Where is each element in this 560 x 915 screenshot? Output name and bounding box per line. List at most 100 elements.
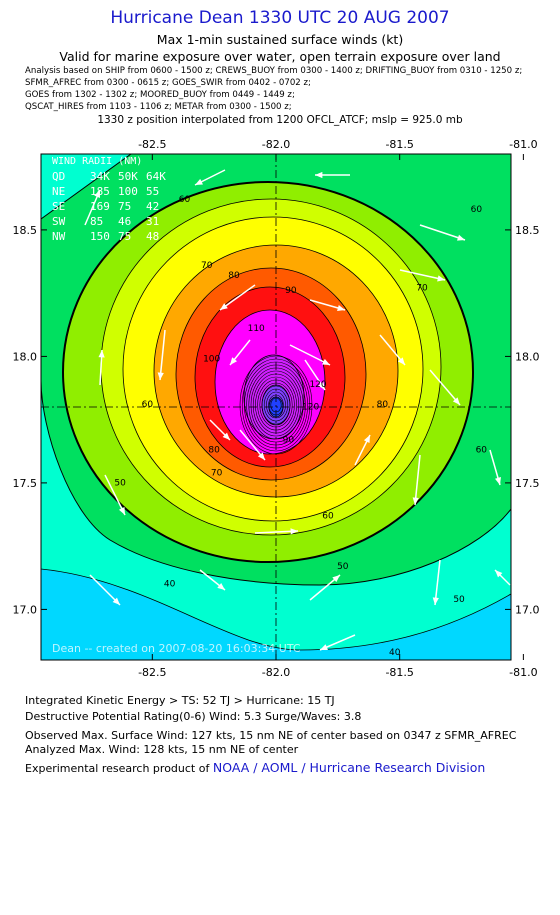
wind-vector-head — [432, 597, 439, 605]
wind-vector-head — [437, 275, 445, 282]
wind-radii-title: WIND RADII (NM) — [52, 156, 142, 167]
wind-vector-head — [98, 350, 105, 358]
data-source-line: Analysis based on SHIP from 0600 - 1500 … — [25, 66, 523, 76]
product-credit: Experimental research product of NOAA / … — [25, 760, 485, 775]
wind-radii-cell: 55 — [146, 185, 159, 198]
wind-vector-head — [494, 477, 501, 485]
x-tick-label-top: -81.0 — [509, 138, 537, 151]
wind-vector-head — [94, 190, 100, 198]
contour-label: 60 — [476, 446, 488, 456]
y-tick-label-right: 18.5 — [515, 224, 540, 237]
contour-label: 70 — [416, 284, 428, 294]
hrd-link[interactable]: NOAA / AOML / Hurricane Research Divisio… — [212, 760, 486, 775]
wind-radii-cell: 46 — [118, 215, 131, 228]
wind-radii-cell: 150 — [90, 230, 110, 243]
wind-vector — [399, 269, 446, 281]
x-tick-label-bottom: -81.5 — [385, 666, 413, 679]
contour-label: 40 — [389, 648, 401, 658]
contour-label: 90 — [283, 435, 295, 445]
wind-vector-head — [320, 644, 328, 650]
contour-label: 80 — [377, 400, 389, 410]
contour-label: 80 — [228, 271, 240, 281]
wind-vector-head — [315, 171, 323, 179]
contour-line — [214, 309, 326, 455]
wind-vector-head — [222, 432, 230, 440]
contour-line — [194, 286, 346, 468]
position-note: 1330 z position interpolated from 1200 O… — [97, 114, 463, 126]
y-tick-label-right: 17.5 — [515, 477, 540, 490]
y-tick-label-left: 17.0 — [13, 603, 38, 616]
wind-vector-head — [195, 178, 203, 185]
wind-radii-cell: SW — [52, 215, 66, 228]
contour-field: 40 40 50 50 50 60 60 60 60 60 70 70 70 80 80 80 90 90 100 1… — [41, 154, 511, 660]
wind-vector-head — [257, 452, 265, 460]
contour-label: 50 — [337, 562, 349, 572]
chart-title: Hurricane Dean 1330 UTC 20 AUG 2007 — [110, 8, 450, 28]
data-source-line: SFMR_AFREC from 0300 - 0615 z; GOES_SWIR… — [25, 78, 311, 88]
wind-vector-head — [495, 570, 503, 578]
wind-vector-head — [337, 304, 345, 311]
x-tick-label-bottom: -82.5 — [138, 666, 166, 679]
contour-label: 50 — [114, 478, 126, 488]
contour-label: 110 — [248, 324, 265, 334]
data-source-line: GOES from 1302 - 1302 z; MOORED_BUOY fro… — [25, 90, 295, 100]
wind-radii-cell: 48 — [146, 230, 159, 243]
ike-line: Integrated Kinetic Energy > TS: 52 TJ > … — [25, 694, 335, 707]
wind-vector — [159, 329, 166, 381]
contour-line — [175, 267, 367, 481]
contour-label: 60 — [471, 205, 483, 215]
wind-vector-head — [230, 357, 238, 365]
wind-radii-cell: 34K — [90, 170, 110, 183]
contour-label: 50 — [453, 595, 465, 605]
wind-vector — [414, 454, 421, 506]
analyzed-max-wind: Analyzed Max. Wind: 128 kts, 15 nm NE of… — [25, 743, 299, 756]
wind-vector-head — [322, 358, 330, 365]
y-tick-label-right: 18.0 — [515, 350, 540, 363]
wind-vector — [434, 559, 441, 606]
wind-vector-head — [363, 435, 370, 443]
wind-contour-chart: 40 40 50 50 50 60 60 60 60 60 70 70 70 80 80 80 90 90 100 1… — [13, 138, 540, 679]
wind-radii-cell: NE — [52, 185, 65, 198]
wind-vector — [419, 224, 466, 241]
wind-radii-cell: 100 — [118, 185, 138, 198]
contour-line — [41, 568, 511, 651]
contour-label: 70 — [201, 261, 213, 271]
wind-radii-cell: 75 — [118, 200, 131, 213]
wind-radii-cell: 185 — [90, 185, 110, 198]
chart-subtitle: Max 1-min sustained surface winds (kt) — [156, 32, 404, 47]
wind-vector-head — [318, 382, 325, 390]
dpr-line: Destructive Potential Rating(0-6) Wind: … — [25, 710, 362, 723]
exposure-note: Valid for marine exposure over water, op… — [59, 49, 501, 64]
wind-radii-cell: SE — [52, 200, 65, 213]
contour-label: 100 — [203, 354, 220, 364]
contour-label: 80 — [208, 446, 220, 456]
contour-label: 90 — [285, 286, 297, 296]
wind-vector-head — [118, 507, 125, 515]
wind-radii-cell: 42 — [146, 200, 159, 213]
contour-label: 40 — [164, 580, 176, 590]
y-tick-label-left: 17.5 — [13, 477, 38, 490]
wind-vector-head — [332, 575, 340, 583]
contour-line — [41, 154, 511, 586]
wind-vector-head — [217, 582, 225, 590]
y-tick-label-right: 17.0 — [515, 603, 540, 616]
wind-radii-cell: 169 — [90, 200, 110, 213]
wind-vector — [104, 474, 126, 516]
contour-line — [122, 216, 424, 522]
contour-line — [62, 181, 474, 563]
x-tick-label-bottom: -81.0 — [509, 666, 537, 679]
product-text: Experimental research product of — [25, 762, 210, 775]
wind-radii-cell: 85 — [90, 215, 103, 228]
contour-label: 60 — [179, 195, 191, 205]
plot-credit: Dean -- created on 2007-08-20 16:03:34 U… — [52, 642, 301, 655]
wind-vector-head — [220, 303, 228, 310]
x-tick-label-top: -81.5 — [385, 138, 413, 151]
data-source-line: QSCAT_HIRES from 1103 - 1106 z; METAR fr… — [25, 102, 292, 112]
wind-vector — [289, 344, 331, 366]
wind-vector-head — [452, 397, 460, 405]
wind-radii-cell: 50K — [118, 170, 138, 183]
contour-label: 60 — [142, 400, 154, 410]
x-tick-label-bottom: -82.0 — [262, 666, 290, 679]
contour-label: 120 — [302, 403, 319, 413]
y-tick-label-left: 18.0 — [13, 350, 38, 363]
